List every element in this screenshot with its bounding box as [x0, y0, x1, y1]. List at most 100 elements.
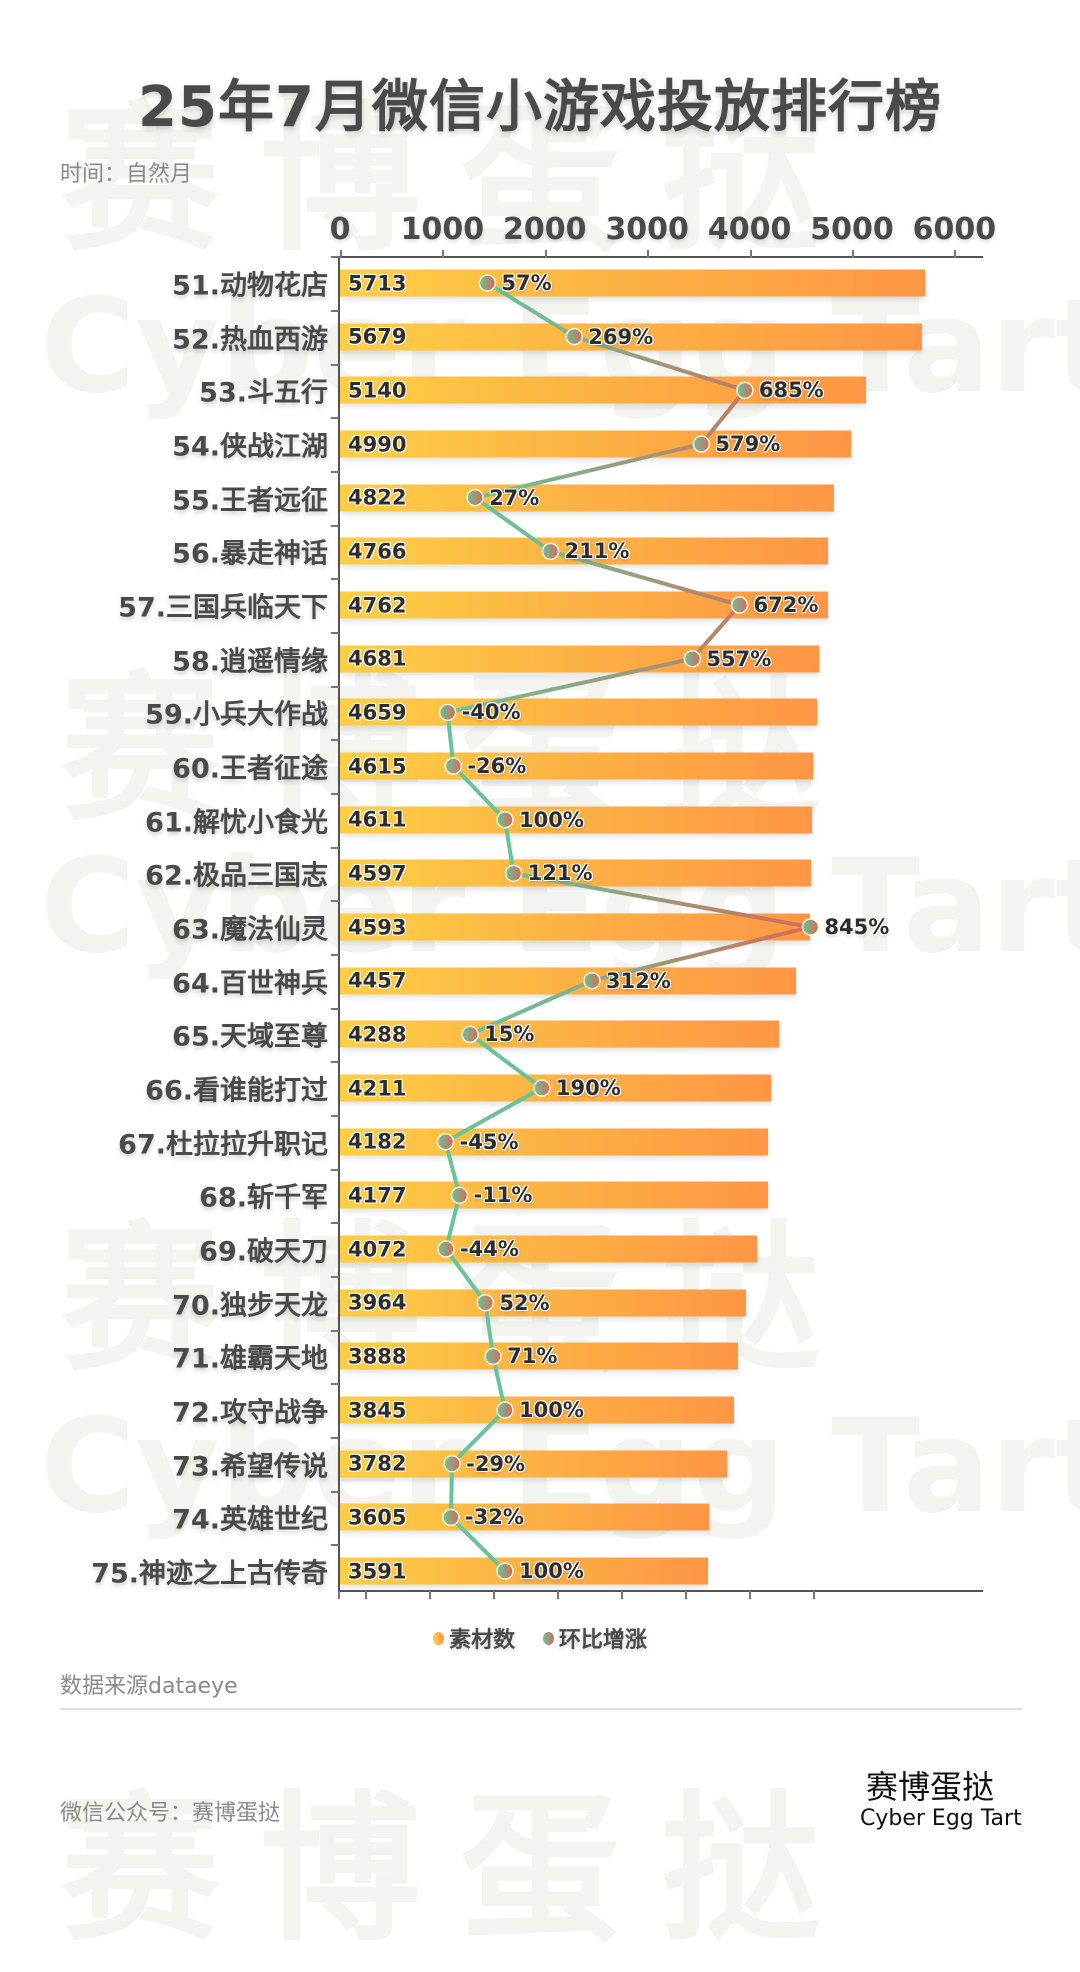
game-name-label: 61.解忧小食光: [145, 807, 328, 839]
y-axis-tick: [331, 578, 339, 581]
game-name-label: 58.逍遥情缘: [172, 646, 328, 678]
material-count-bar[interactable]: 3845: [340, 1396, 734, 1424]
legend-item-materials[interactable]: 素材数: [433, 1622, 515, 1654]
material-count-bar[interactable]: 4766: [340, 537, 829, 565]
growth-point-marker[interactable]: [466, 488, 484, 507]
material-count-bar[interactable]: 3782: [340, 1450, 728, 1478]
material-count-bar[interactable]: 4597: [340, 859, 811, 887]
growth-point-marker[interactable]: [730, 596, 749, 614]
y-axis-line: [338, 256, 340, 1592]
growth-line-segment: [468, 1032, 544, 1091]
growth-point-marker[interactable]: [496, 810, 514, 829]
growth-value-label: 15%: [484, 1022, 535, 1047]
x-axis-tick-label: 3000: [605, 212, 689, 247]
growth-line-segment: [572, 334, 747, 393]
material-count-bar[interactable]: 4177: [340, 1181, 768, 1209]
growth-point-marker[interactable]: [461, 1025, 479, 1044]
legend-item-growth[interactable]: 环比增涨: [542, 1622, 647, 1654]
game-name-label: 66.看谁能打过: [145, 1075, 328, 1107]
y-axis-tick: [331, 631, 339, 634]
material-count-bar[interactable]: 4681: [340, 645, 820, 673]
growth-line-segment: [485, 281, 577, 339]
growth-point-marker[interactable]: [436, 1132, 455, 1151]
x-axis-tick: [544, 250, 547, 258]
material-count-bar[interactable]: 4593: [340, 913, 811, 941]
material-count-bar[interactable]: 3605: [340, 1503, 710, 1531]
material-count-bar[interactable]: 4990: [340, 430, 851, 458]
growth-point-marker[interactable]: [437, 1240, 455, 1258]
bar-value-label: 3605: [348, 1505, 407, 1530]
bar-value-label: 4766: [348, 539, 407, 564]
bar-value-label: 4182: [348, 1129, 407, 1154]
material-count-bar[interactable]: 4822: [340, 484, 834, 512]
material-count-bar[interactable]: 4211: [340, 1074, 772, 1102]
growth-line-segment: [473, 442, 704, 500]
growth-point-marker[interactable]: [444, 757, 463, 775]
bar-value-label: 4211: [348, 1076, 407, 1101]
wechat-account: 微信公众号：赛博蛋挞: [60, 1801, 281, 1826]
bar-value-label: 3845: [348, 1398, 407, 1423]
growth-value-label: 579%: [715, 432, 781, 456]
material-count-bar[interactable]: 4611: [340, 806, 813, 834]
game-name-label: 72.攻守战争: [172, 1397, 328, 1429]
growth-line-segment: [468, 978, 594, 1037]
bottom-axis-tick: [749, 1591, 751, 1599]
y-axis-tick: [331, 1383, 339, 1386]
material-count-bar[interactable]: 4615: [340, 752, 813, 780]
material-count-bar[interactable]: 5679: [340, 323, 922, 351]
material-count-bar[interactable]: 4659: [340, 698, 818, 726]
page-title: 25年7月微信小游戏投放排行榜: [138, 75, 942, 140]
growth-value-label: -45%: [459, 1129, 519, 1154]
x-axis-tick-label: 1000: [400, 212, 485, 247]
material-count-bar[interactable]: 3591: [340, 1557, 708, 1585]
game-name-label: 54.侠战江湖: [172, 431, 328, 463]
growth-point-marker[interactable]: [496, 1401, 514, 1419]
growth-value-label: 312%: [605, 968, 671, 993]
growth-point-marker[interactable]: [443, 1454, 461, 1473]
x-axis-tick-label: 4000: [707, 212, 792, 247]
growth-line-segment: [448, 1515, 507, 1574]
y-axis-tick: [331, 363, 339, 366]
growth-point-marker[interactable]: [801, 918, 820, 936]
x-axis-tick-label: 2000: [503, 212, 587, 247]
growth-point-marker[interactable]: [565, 327, 584, 346]
growth-point-marker[interactable]: [533, 1079, 551, 1097]
growth-point-marker[interactable]: [692, 435, 711, 453]
game-name-label: 55.王者远征: [172, 485, 328, 517]
material-count-bar[interactable]: 3888: [340, 1342, 739, 1370]
growth-point-marker[interactable]: [504, 864, 523, 883]
growth-point-marker[interactable]: [442, 1508, 460, 1527]
growth-point-marker[interactable]: [583, 971, 601, 990]
material-count-bar[interactable]: 5140: [340, 376, 867, 404]
game-name-label: 57.三国兵临天下: [118, 592, 328, 624]
material-count-bar[interactable]: 5713: [340, 269, 925, 297]
growth-value-label: 190%: [555, 1076, 621, 1101]
x-axis-tick-label: 5000: [810, 212, 894, 247]
y-axis-tick: [331, 900, 339, 903]
y-axis-tick: [331, 417, 339, 420]
growth-point-marker[interactable]: [541, 542, 560, 561]
growth-point-marker[interactable]: [438, 703, 457, 722]
x-axis-tick: [340, 250, 342, 258]
x-axis-bottom-line: [338, 1590, 983, 1592]
x-axis-top-line: [338, 256, 983, 258]
growth-point-marker[interactable]: [476, 1293, 495, 1312]
y-axis-tick: [331, 1544, 339, 1547]
bar-value-label: 3591: [348, 1559, 407, 1584]
growth-point-marker[interactable]: [736, 381, 754, 400]
growth-point-marker[interactable]: [478, 274, 497, 292]
growth-point-marker[interactable]: [450, 1186, 469, 1205]
bar-value-label: 5140: [348, 378, 407, 403]
growth-point-marker[interactable]: [683, 649, 702, 668]
y-axis-tick: [331, 1007, 339, 1010]
growth-value-label: -29%: [466, 1451, 526, 1476]
game-name-label: 56.暴走神话: [172, 538, 328, 570]
material-count-bar[interactable]: 4288: [340, 1020, 780, 1048]
y-axis-tick: [331, 792, 339, 795]
material-count-bar[interactable]: 4072: [340, 1235, 757, 1263]
bar-value-label: 4681: [348, 646, 407, 671]
material-count-bar[interactable]: 3964: [340, 1289, 746, 1317]
growth-point-marker[interactable]: [484, 1347, 502, 1366]
growth-point-marker[interactable]: [496, 1562, 514, 1580]
material-count-bar[interactable]: 4182: [340, 1128, 769, 1156]
